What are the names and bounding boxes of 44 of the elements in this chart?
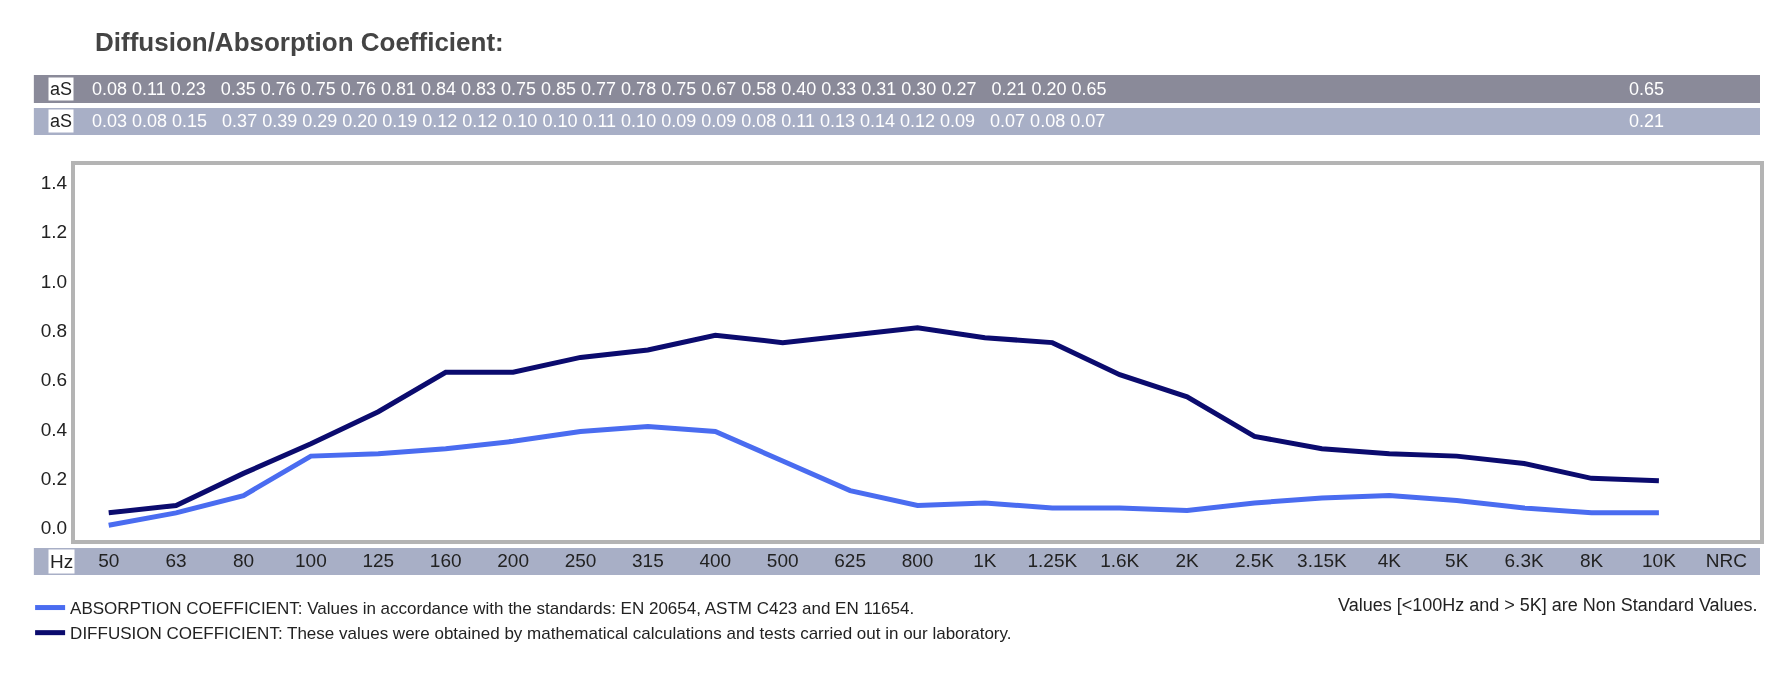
text: 0.65 [1629,79,1665,99]
x-tick-label: 100 [295,549,327,571]
x-tick-label: 4K [1377,549,1402,571]
x-tick-label: 8K [1579,549,1604,571]
text: 0.08 0.11 0.23 0.35 0.76 0.75 0.76 0.81 0.84 0.83 0.75 0.85 0.77 0.78 0.75 0.67 0.58 0.40 0.33 0.31 0.30 0.27 0.21 0.20 0.65 [92,79,1107,99]
legend-label: DIFFUSION COEFFICIENT: These values were obtained by mathematical calculations and tests carried out in our laboratory. [70,624,1012,644]
x-tick-label: 200 [497,549,529,571]
text: aS [50,79,73,99]
x-tick-label: 125 [362,549,395,571]
x-tick-label: 315 [632,549,664,571]
x-tick-label: 2.5K [1234,549,1275,571]
x-tick-label: 1.6K [1100,549,1140,571]
x-tick-label: 3.15K [1297,549,1348,571]
x-tick-label: 400 [699,549,732,571]
x-tick-label: 1.25K [1027,549,1078,571]
x-tick-label: 500 [766,549,799,571]
x-tick-label: 2K [1175,549,1200,571]
text: 0.21 [1629,111,1665,131]
y-tick-label: 0.2 [40,467,68,489]
x-tick-label: 5K [1445,549,1469,571]
chart-title: Diffusion/Absorption Coefficient: [95,27,504,58]
text: 0.03 0.08 0.15 0.37 0.39 0.29 0.20 0.19 0.12 0.12 0.10 0.10 0.11 0.10 0.09 0.09 0.08 0.11 0.13 0.14 0.12 0.09 0.07 0.08 0.07 [92,111,1106,131]
x-tick-label: 10K [1641,549,1677,571]
y-tick-label: 1.4 [40,171,68,193]
x-tick-label: 50 [98,549,120,571]
y-tick-label: 0.0 [40,517,68,539]
text: aS [50,111,73,131]
text: Values [<100Hz and > 5K] are Non Standard Values. [1338,595,1758,615]
legend-label: ABSORPTION COEFFICIENT: Values in accordance with the standards: EN 20654, ASTM C423 and EN 11654. [70,599,915,619]
x-tick-label: 1K [973,549,997,571]
y-tick-label: 0.6 [40,369,68,391]
x-tick-label: NRC [1705,549,1747,571]
y-tick-label: 1.2 [40,221,68,243]
x-tick-label: 250 [564,549,597,571]
x-tick-label: 800 [901,549,934,571]
x-axis-title: Hz [50,551,74,572]
x-tick-label: 625 [834,549,866,571]
y-tick-label: 0.4 [40,418,68,440]
y-tick-label: 0.8 [40,319,68,341]
x-tick-label: 63 [165,549,187,571]
y-tick-label: 1.0 [40,270,68,292]
x-tick-label: 160 [429,549,462,571]
x-tick-label: 80 [232,549,255,571]
x-tick-label: 6.3K [1504,549,1544,571]
